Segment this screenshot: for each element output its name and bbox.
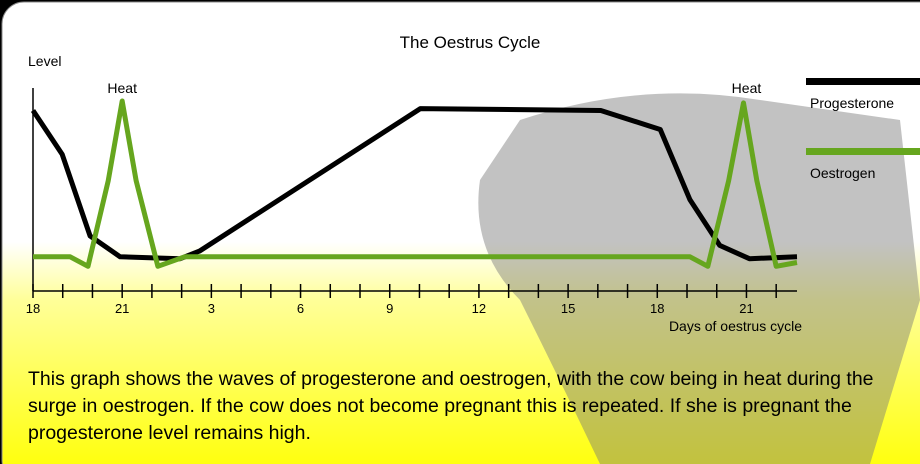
x-tick-label: 15 [561, 301, 575, 316]
x-tick-label: 21 [739, 301, 753, 316]
legend-swatch [806, 78, 920, 85]
x-axis-label: Days of oestrus cycle [669, 318, 802, 334]
x-tick-label: 21 [115, 301, 129, 316]
x-tick-label: 6 [297, 301, 304, 316]
legend-label: Progesterone [810, 95, 894, 111]
y-axis-label: Level [28, 53, 61, 69]
legend-label: Oestrogen [810, 165, 875, 181]
annotation: Heat [107, 80, 137, 96]
x-tick-label: 9 [386, 301, 393, 316]
chart-title: The Oestrus Cycle [400, 33, 541, 52]
legend-swatch [806, 148, 920, 155]
slide: The Oestrus Cycle Level Days of oestrus … [0, 0, 920, 464]
annotation: Heat [732, 80, 762, 96]
x-tick-label: 18 [26, 301, 40, 316]
x-tick-label: 3 [208, 301, 215, 316]
x-tick-label: 18 [650, 301, 664, 316]
description: This graph shows the waves of progestero… [28, 366, 888, 447]
x-tick-label: 12 [472, 301, 486, 316]
